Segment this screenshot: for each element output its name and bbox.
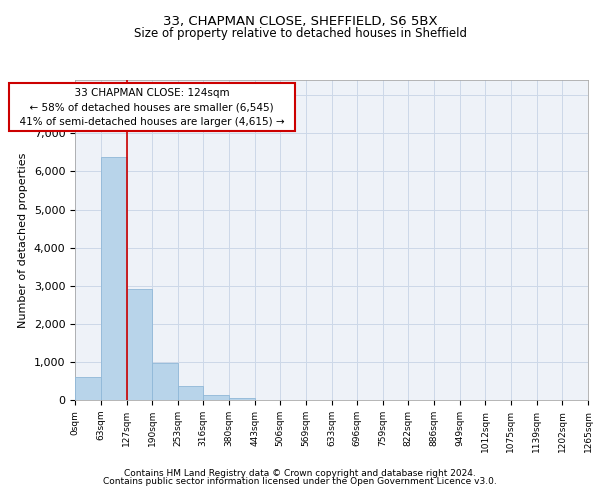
Text: Contains public sector information licensed under the Open Government Licence v3: Contains public sector information licen… bbox=[103, 477, 497, 486]
Bar bbox=[203, 394, 229, 400]
Bar bbox=[229, 398, 254, 400]
Bar bbox=[75, 377, 101, 400]
Bar bbox=[152, 364, 178, 400]
Text: Size of property relative to detached houses in Sheffield: Size of property relative to detached ho… bbox=[133, 28, 467, 40]
Text: 33, CHAPMAN CLOSE, SHEFFIELD, S6 5BX: 33, CHAPMAN CLOSE, SHEFFIELD, S6 5BX bbox=[163, 15, 437, 28]
Text: 33 CHAPMAN CLOSE: 124sqm  
  ← 58% of detached houses are smaller (6,545)  
  41: 33 CHAPMAN CLOSE: 124sqm ← 58% of detach… bbox=[13, 88, 291, 127]
Text: Contains HM Land Registry data © Crown copyright and database right 2024.: Contains HM Land Registry data © Crown c… bbox=[124, 468, 476, 477]
Bar bbox=[101, 157, 127, 400]
Y-axis label: Number of detached properties: Number of detached properties bbox=[18, 152, 28, 328]
Bar bbox=[178, 386, 203, 400]
Bar bbox=[127, 289, 152, 400]
